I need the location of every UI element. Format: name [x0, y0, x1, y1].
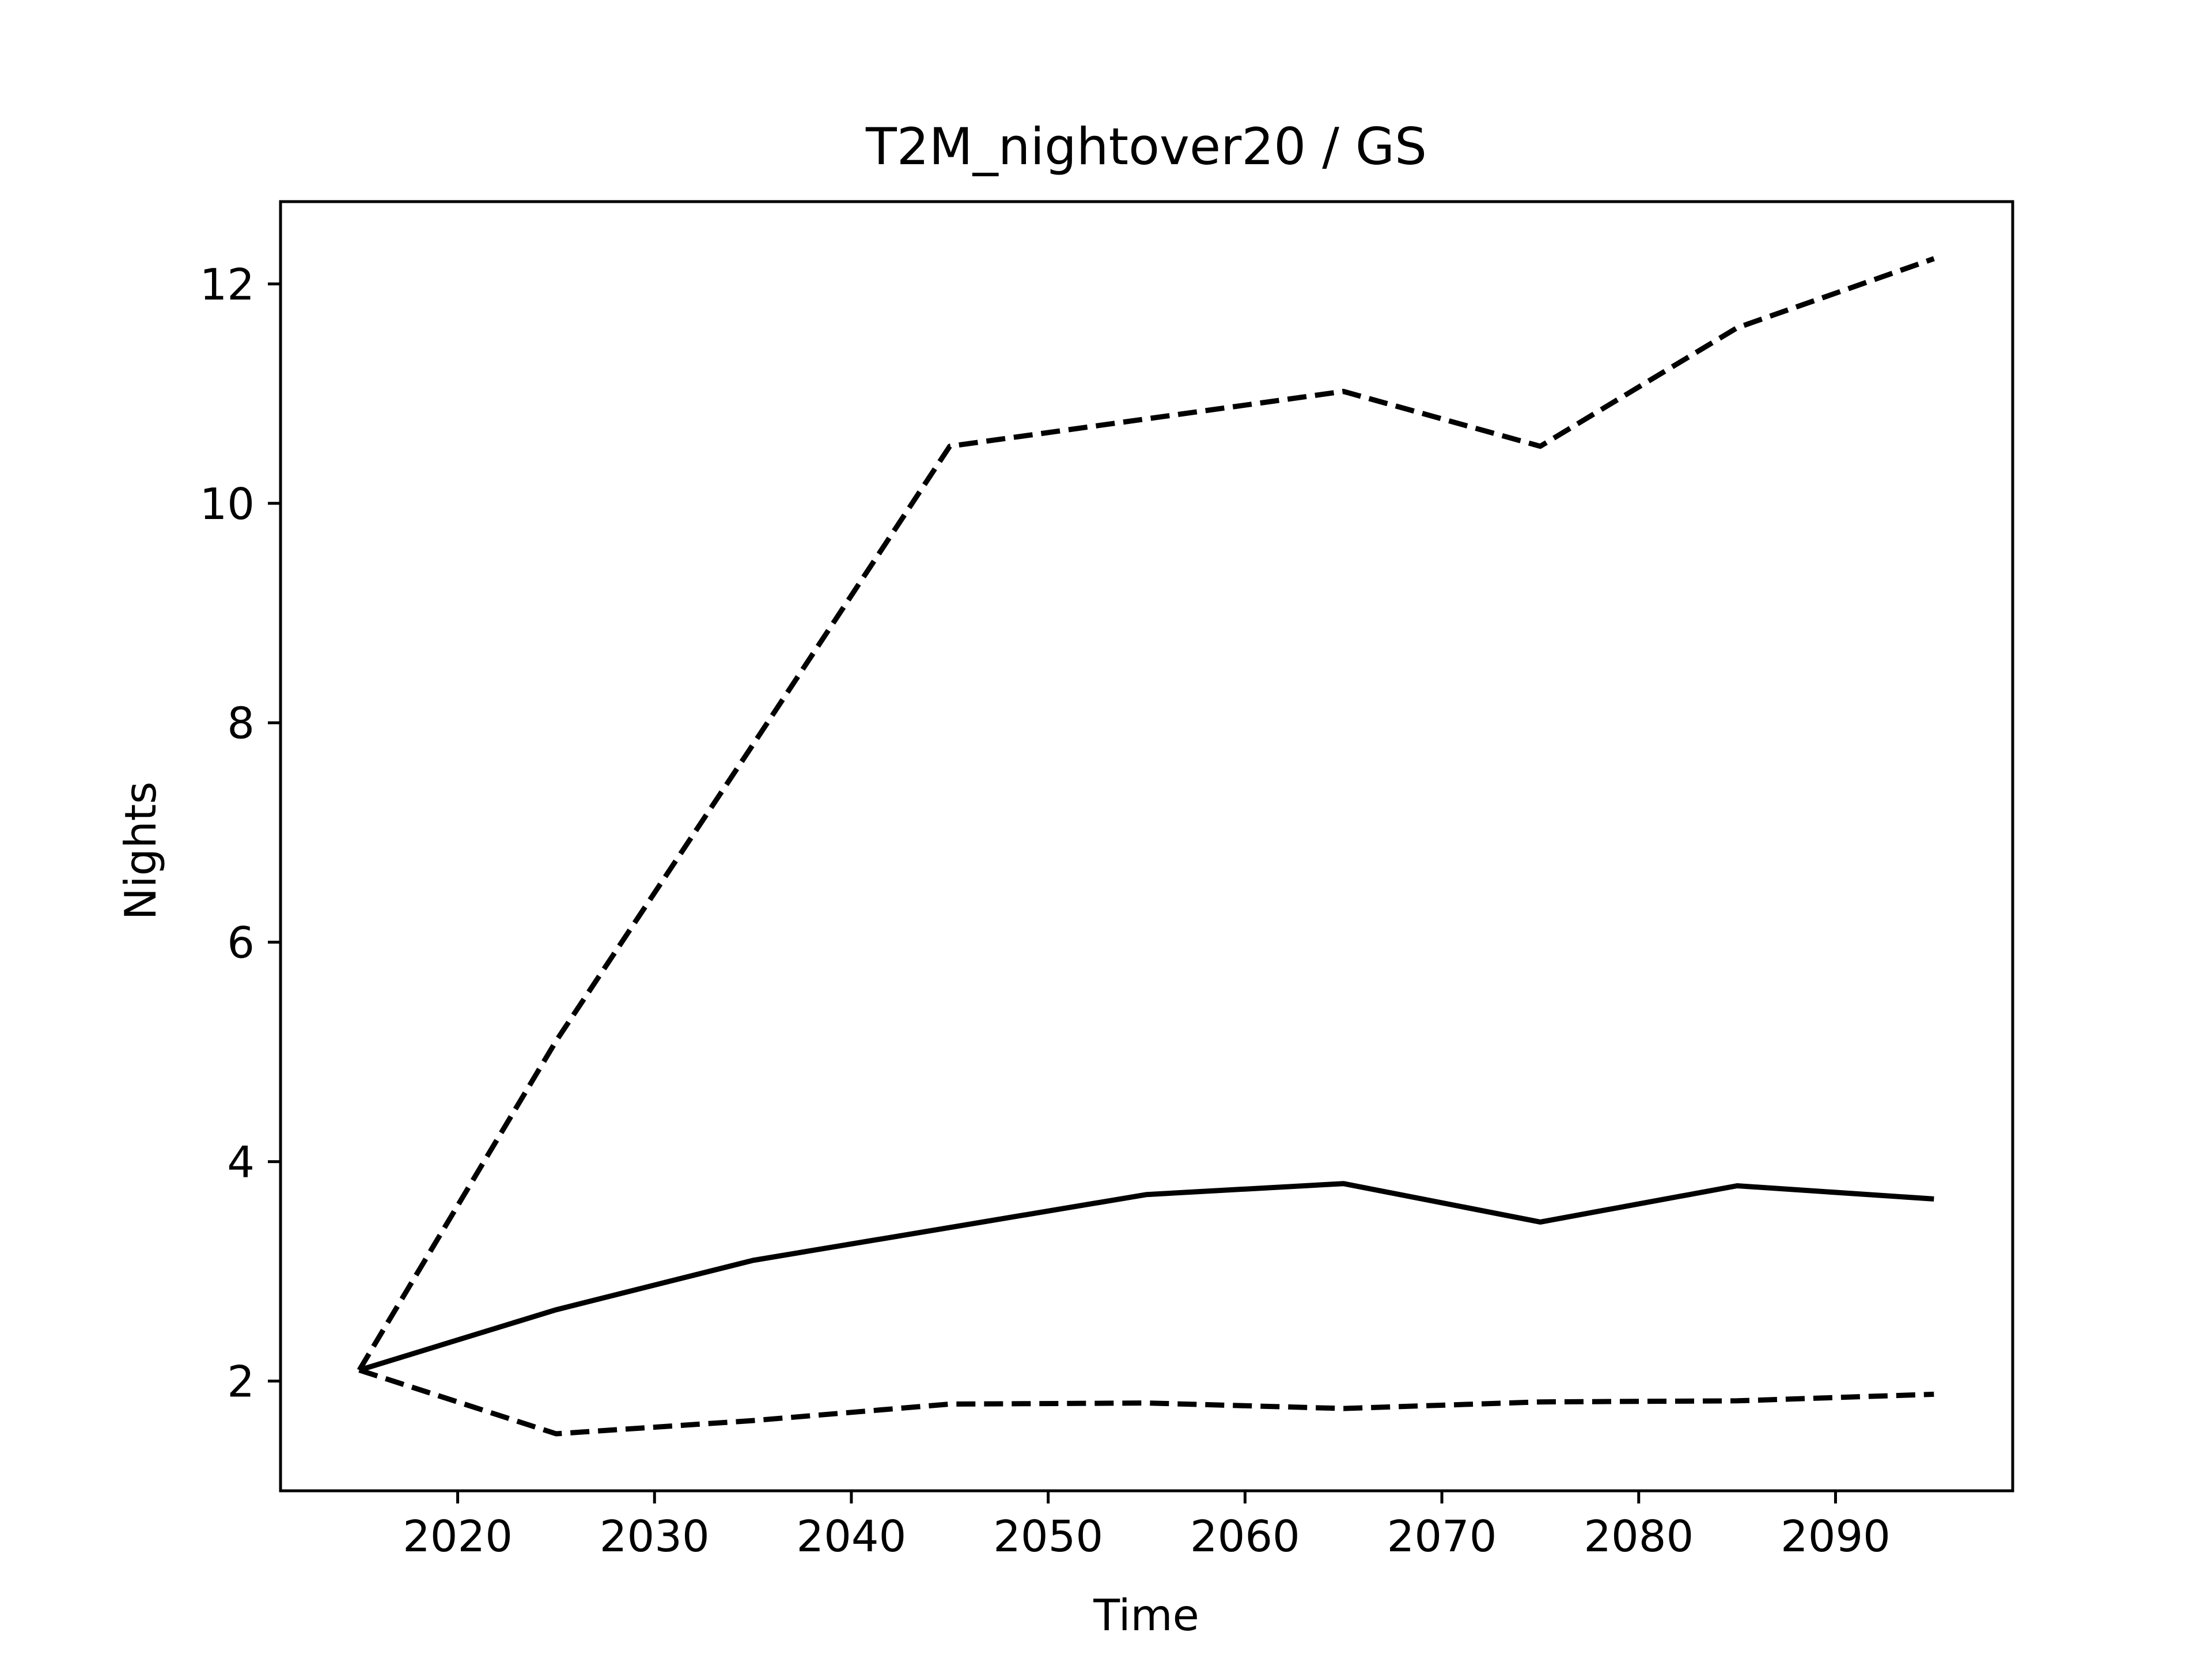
- plot-series: [357, 256, 1935, 1437]
- y-tick-label: 6: [227, 918, 255, 968]
- x-tick-label: 2070: [1387, 1511, 1497, 1562]
- x-tick-label: 2060: [1190, 1511, 1300, 1562]
- y-tick-label: 4: [227, 1137, 255, 1188]
- x-tick-label: 2020: [403, 1511, 513, 1562]
- y-axis-label: Nights: [115, 782, 166, 921]
- y-axis: 2 4 6 8 10 12: [200, 259, 281, 1407]
- series-line-1: [358, 1181, 1934, 1373]
- x-tick-label: 2040: [797, 1511, 907, 1562]
- x-tick-label: 2080: [1584, 1511, 1694, 1562]
- x-tick-label: 2030: [600, 1511, 710, 1562]
- x-tick-label: 2050: [993, 1511, 1103, 1562]
- chart-title: T2M_nightover20 / GS: [865, 117, 1427, 176]
- y-tick-label: 2: [227, 1357, 255, 1407]
- plot-frame: [279, 200, 2014, 1493]
- y-tick-label: 10: [200, 479, 255, 529]
- x-axis-label: Time: [1093, 1590, 1199, 1641]
- x-tick-label: 2090: [1781, 1511, 1891, 1562]
- y-tick-label: 12: [200, 259, 255, 310]
- y-tick-label: 8: [227, 698, 255, 749]
- series-line-2: [357, 256, 1935, 1372]
- x-axis: 2020 2030 2040 2050 2060 2070 2080 2090: [403, 1491, 1891, 1562]
